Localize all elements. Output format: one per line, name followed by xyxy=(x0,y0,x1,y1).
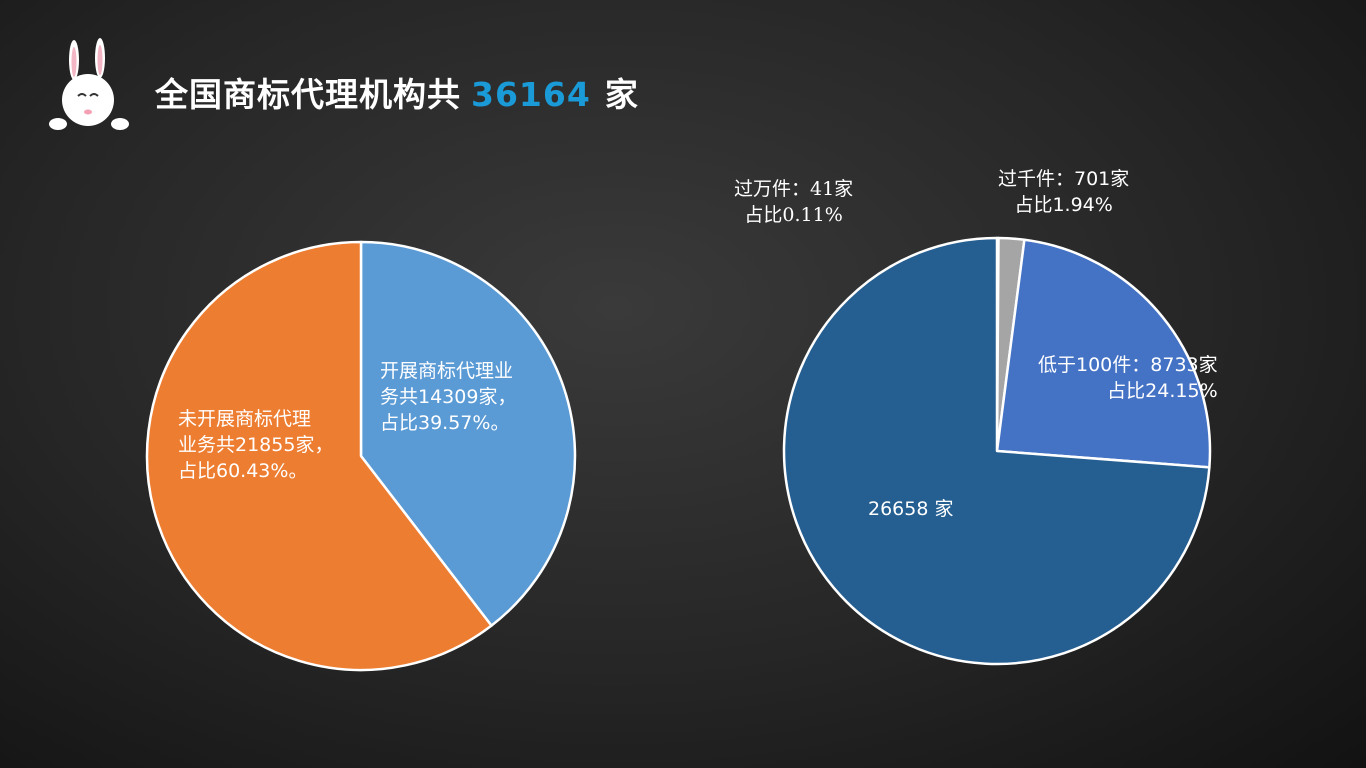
title-number: 36164 xyxy=(471,75,591,114)
label-line: 占比0.11% xyxy=(744,204,843,226)
pie2-slice-3 xyxy=(995,238,1212,469)
pie1-slice-2 xyxy=(145,240,493,672)
title-prefix: 全国商标代理机构共 xyxy=(155,75,461,114)
label-left-not-conducting: 未开展商标代理 业务共21855家， 占比60.43%。 xyxy=(178,406,333,484)
label-right-main: 26658 家 xyxy=(868,496,953,522)
label-left-conducting: 开展商标代理业 务共14309家， 占比39.57%。 xyxy=(380,358,516,436)
label-line: 低于100件：8733家 xyxy=(1038,354,1218,376)
rabbit-icon xyxy=(49,38,129,130)
label-line: 占比39.57%。 xyxy=(380,412,510,434)
rabbit-logo xyxy=(49,38,129,130)
label-line: 占比1.94% xyxy=(1014,194,1113,216)
title-suffix: 家 xyxy=(604,75,639,114)
label-line: 26658 家 xyxy=(868,498,954,520)
label-line: 过万件：41家 xyxy=(734,178,854,200)
label-right-over-10000: 过万件：41家 占比0.11% xyxy=(734,176,853,228)
page-title: 全国商标代理机构共 36164 家 xyxy=(155,68,639,116)
pie2-slice-4 xyxy=(782,236,1211,666)
label-line: 占比60.43%。 xyxy=(178,460,308,482)
label-line: 过千件：701家 xyxy=(998,168,1130,190)
label-right-over-1000: 过千件：701家 占比1.94% xyxy=(998,166,1129,218)
label-line: 开展商标代理业 xyxy=(380,360,514,382)
label-line: 未开展商标代理 xyxy=(178,408,312,430)
label-right-under-100: 低于100件：8733家 占比24.15% xyxy=(1038,352,1218,404)
pie1-slice-1 xyxy=(359,240,577,627)
label-line: 务共14309家， xyxy=(380,386,517,408)
label-line: 占比24.15% xyxy=(1107,380,1218,402)
label-line: 业务共21855家， xyxy=(178,434,334,456)
